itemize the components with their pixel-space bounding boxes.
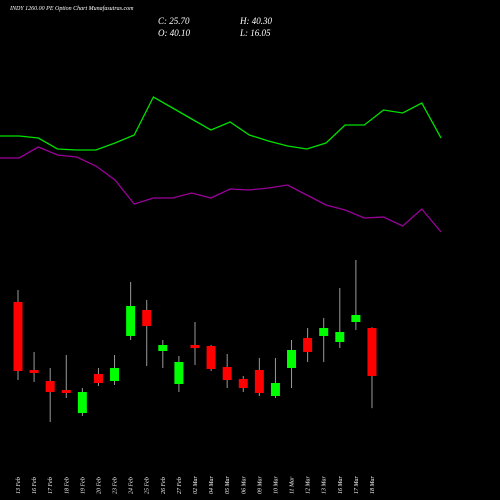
candle-body <box>126 306 136 336</box>
indicator-line <box>0 146 442 233</box>
x-tick-label: 23 Feb <box>113 477 119 494</box>
candle-body <box>238 379 248 388</box>
x-tick-label: 24 Feb <box>128 477 135 494</box>
x-tick-label: 06 Mar <box>241 476 247 494</box>
x-tick-label: 12 Mar <box>306 476 312 494</box>
x-tick-label: 16 Feb <box>32 477 38 494</box>
candle-body <box>45 381 55 392</box>
x-tick-label: 17 Mar <box>354 476 360 494</box>
candle-body <box>254 370 264 393</box>
candle-body <box>335 332 345 342</box>
candle-body <box>287 350 297 368</box>
candle-body <box>190 345 200 348</box>
x-tick-label: 05 Mar <box>225 476 231 494</box>
candle-body <box>303 338 313 352</box>
candle-body <box>206 346 216 369</box>
candle-body <box>77 392 87 413</box>
candle-body <box>174 362 184 384</box>
x-tick-label: 27 Feb <box>177 477 183 494</box>
candle-body <box>158 345 168 351</box>
x-tick-label: 18 Mar <box>370 476 376 494</box>
x-tick-label: 13 Feb <box>16 477 22 494</box>
indicator-line <box>0 96 442 151</box>
candle-body <box>222 367 232 380</box>
x-tick-label: 16 Mar <box>338 476 344 494</box>
candle-body <box>61 390 71 393</box>
x-tick-label: 11 Mar <box>290 476 296 494</box>
candle-body <box>93 374 103 383</box>
candle-body <box>319 328 329 336</box>
candle-body <box>142 310 152 326</box>
chart-title: INDY 1260.00 PE Option Chart Munafasutra… <box>9 5 134 12</box>
ohlc-low: L: 16.05 <box>239 28 271 38</box>
x-tick-label: 20 Feb <box>96 477 102 494</box>
ohlc-open: O: 40.10 <box>158 28 190 38</box>
candle-body <box>13 302 23 371</box>
x-tick-label: 04 Mar <box>208 476 215 494</box>
candle-body <box>110 368 120 381</box>
candle-body <box>367 328 377 376</box>
ohlc-close: C: 25.70 <box>158 16 190 26</box>
candle-body <box>270 383 280 396</box>
x-tick-label: 13 Mar <box>322 476 328 494</box>
x-tick-label: 19 Feb <box>80 477 86 494</box>
x-tick-label: 26 Feb <box>161 477 167 494</box>
x-tick-label: 17 Feb <box>48 477 54 494</box>
x-tick-label: 18 Feb <box>64 477 70 494</box>
x-tick-label: 02 Mar <box>193 476 199 494</box>
candle-body <box>351 315 361 322</box>
candle-body <box>29 370 39 373</box>
x-tick-label: 10 Mar <box>273 476 279 494</box>
x-tick-label: 25 Feb <box>145 477 151 494</box>
ohlc-high: H: 40.30 <box>239 16 272 26</box>
x-tick-label: 09 Mar <box>257 476 263 494</box>
